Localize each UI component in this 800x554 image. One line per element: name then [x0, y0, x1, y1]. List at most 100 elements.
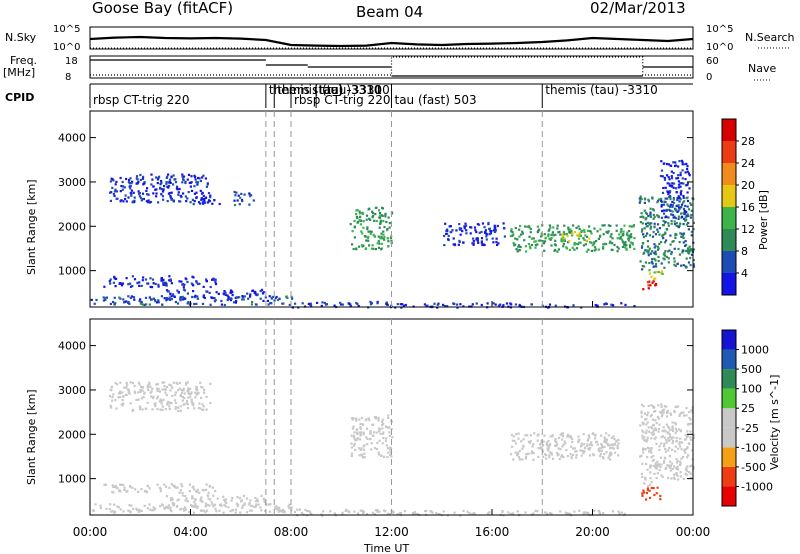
- heat-cell-r5: [350, 434, 353, 437]
- heat-cell-r11: [685, 223, 688, 226]
- heat-cell-r8: [661, 429, 664, 433]
- heat-cell-r9: [630, 236, 633, 239]
- heat-cell-r3: [181, 296, 184, 299]
- heat-cell-r0: [115, 180, 118, 183]
- heat-cell-r4: [386, 512, 389, 515]
- heat-cell-r12: [680, 203, 684, 206]
- heat-cell-r6: [603, 436, 606, 439]
- heat-cell-r0: [115, 190, 118, 193]
- heat-cell-r8: [692, 466, 695, 469]
- heat-cell-r11: [399, 512, 403, 515]
- heat-cell-r11: [685, 219, 688, 222]
- heat-cell-r7: [372, 212, 375, 215]
- heat-cell-r0: [157, 387, 160, 391]
- heat-cell-r10: [649, 477, 652, 480]
- heat-cell-r0: [182, 389, 185, 392]
- heat-cell-r8: [659, 465, 662, 469]
- heat-cell-r8: [446, 228, 449, 231]
- heat-cell-r15: [505, 302, 509, 305]
- heat-cell-r1: [191, 505, 194, 508]
- heat-cell-r0: [174, 406, 177, 409]
- heat-cell-r1: [127, 509, 130, 512]
- heat-cell-r11: [549, 511, 552, 515]
- heat-cell-r3: [102, 299, 105, 302]
- heat-cell-r9: [652, 487, 655, 490]
- heat-cell-r8: [665, 441, 668, 444]
- heat-cell-r0: [146, 401, 149, 404]
- heat-cell-r11: [674, 217, 677, 220]
- heat-cell-r15: [453, 302, 456, 306]
- heat-cell-r4: [112, 281, 115, 284]
- heat-cell-r8: [646, 438, 649, 442]
- heat-cell-r8: [663, 436, 666, 439]
- heat-cell-r8: [675, 458, 678, 461]
- heat-cell-r12: [668, 194, 672, 198]
- heat-cell-r11: [657, 216, 660, 219]
- heat-cell-r6: [547, 439, 550, 443]
- heat-cell-r11: [644, 211, 648, 214]
- heat-cell-r6: [579, 449, 582, 452]
- velocity-colorbar-swatch-5: [722, 388, 736, 409]
- heat-cell-r7: [387, 245, 390, 248]
- heat-cell-r4: [164, 282, 167, 285]
- heat-cell-r9: [517, 245, 520, 248]
- ytick-label-3000: 3000: [58, 384, 86, 397]
- heat-cell-r2: [165, 495, 168, 498]
- heat-cell-r0: [166, 175, 169, 178]
- heat-cell-r4: [293, 510, 296, 513]
- heat-cell-r0: [147, 193, 150, 196]
- heat-cell-r0: [185, 402, 188, 405]
- heat-cell-r5: [354, 439, 357, 442]
- heat-cell-r8: [658, 445, 661, 448]
- heat-cell-r5: [213, 297, 216, 300]
- heat-cell-r8: [674, 405, 677, 408]
- heat-cell-r8: [465, 232, 468, 235]
- heat-cell-r12: [681, 169, 684, 172]
- power-colorbar-swatch-0: [722, 273, 736, 295]
- heat-cell-r0: [121, 391, 124, 394]
- heat-cell-r5: [362, 431, 365, 434]
- heat-cell-r8: [689, 418, 692, 421]
- heat-cell-r6: [560, 455, 563, 458]
- heat-cell-r9: [655, 492, 658, 495]
- heat-cell-r3: [174, 300, 177, 304]
- heat-cell-r1: [211, 202, 214, 205]
- heat-cell-r6: [583, 450, 586, 453]
- heat-cell-r1: [288, 503, 291, 506]
- heat-cell-r6: [550, 451, 553, 455]
- heat-cell-r11: [672, 198, 675, 201]
- heat-cell-r6: [511, 445, 514, 448]
- heat-cell-r7: [611, 443, 614, 446]
- heat-cell-r3: [214, 489, 217, 493]
- heat-cell-r7: [377, 240, 380, 243]
- heat-cell-r11: [623, 512, 626, 515]
- heat-cell-r8: [672, 476, 676, 479]
- heat-cell-r11: [573, 510, 576, 513]
- heat-cell-r6: [575, 453, 578, 457]
- heat-cell-r2: [248, 193, 251, 196]
- heat-cell-r0: [169, 401, 172, 404]
- heat-cell-r4: [366, 513, 369, 516]
- heat-cell-r4: [181, 283, 184, 286]
- heat-cell-r9: [601, 224, 604, 227]
- heat-cell-r8: [670, 437, 673, 440]
- heat-cell-r7: [386, 229, 389, 232]
- heat-cell-r6: [555, 440, 558, 444]
- heat-cell-r3: [243, 295, 246, 298]
- heat-cell-r8: [469, 232, 472, 235]
- heat-cell-r7: [353, 236, 356, 239]
- heat-cell-r5: [385, 437, 388, 440]
- heat-cell-r4: [353, 510, 356, 513]
- heat-cell-r7: [358, 210, 361, 213]
- heat-cell-r0: [167, 173, 170, 176]
- heat-cell-r12: [683, 163, 686, 166]
- heat-cell-r11: [654, 233, 658, 236]
- heat-cell-r7: [368, 244, 371, 247]
- heat-cell-r9: [517, 249, 520, 252]
- heat-cell-r4: [114, 285, 117, 288]
- heat-cell-r3: [270, 297, 273, 300]
- heat-cell-r11: [648, 234, 652, 237]
- heat-cell-r9: [563, 233, 566, 236]
- heat-cell-r12: [677, 186, 680, 189]
- heat-cell-r7: [371, 216, 374, 219]
